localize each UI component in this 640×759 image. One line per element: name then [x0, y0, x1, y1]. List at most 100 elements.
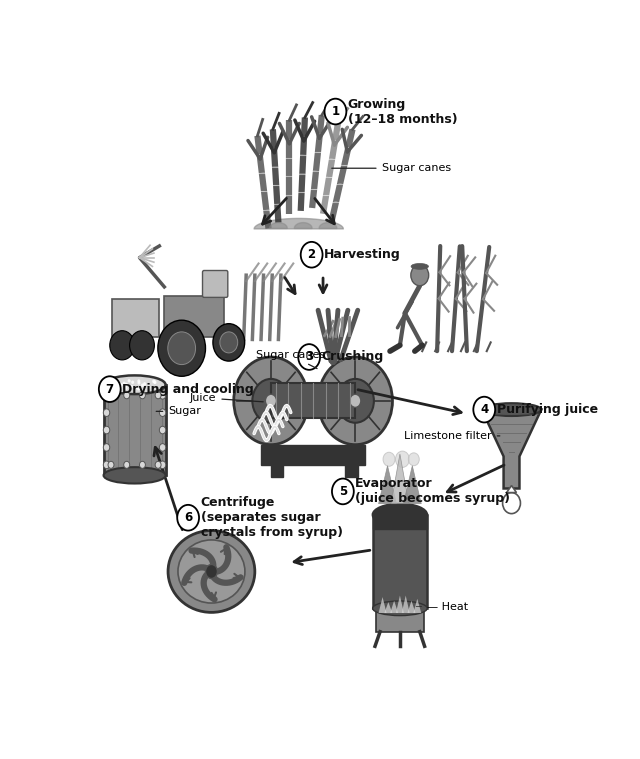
- Circle shape: [127, 379, 131, 383]
- Polygon shape: [319, 222, 337, 228]
- Polygon shape: [390, 600, 398, 613]
- Circle shape: [138, 381, 140, 385]
- Circle shape: [324, 99, 346, 124]
- Polygon shape: [402, 596, 410, 613]
- Circle shape: [147, 386, 150, 389]
- Circle shape: [408, 453, 419, 466]
- Circle shape: [103, 392, 110, 399]
- Circle shape: [130, 385, 133, 389]
- FancyBboxPatch shape: [104, 385, 166, 475]
- Circle shape: [135, 386, 138, 389]
- Circle shape: [154, 380, 156, 384]
- Circle shape: [129, 331, 154, 360]
- Circle shape: [108, 392, 114, 398]
- FancyBboxPatch shape: [376, 608, 424, 631]
- Circle shape: [396, 451, 410, 468]
- Circle shape: [123, 382, 125, 385]
- Text: Drying and cooling: Drying and cooling: [122, 383, 254, 395]
- Circle shape: [140, 461, 145, 468]
- Circle shape: [155, 461, 161, 468]
- Polygon shape: [294, 222, 312, 228]
- Circle shape: [383, 452, 395, 466]
- Text: — Heat: — Heat: [416, 602, 468, 612]
- Polygon shape: [507, 486, 516, 493]
- Circle shape: [124, 392, 130, 398]
- Text: Juice: Juice: [190, 393, 263, 403]
- Circle shape: [110, 331, 134, 360]
- Circle shape: [159, 444, 166, 452]
- Polygon shape: [482, 410, 541, 489]
- Circle shape: [141, 383, 144, 387]
- Text: Growing
(12–18 months): Growing (12–18 months): [348, 98, 458, 125]
- Circle shape: [159, 392, 166, 399]
- Polygon shape: [408, 600, 415, 613]
- Circle shape: [332, 479, 354, 504]
- Circle shape: [140, 392, 145, 398]
- Polygon shape: [385, 602, 392, 613]
- Ellipse shape: [104, 376, 166, 394]
- Circle shape: [103, 444, 110, 452]
- Circle shape: [337, 379, 374, 423]
- FancyBboxPatch shape: [164, 296, 224, 336]
- FancyBboxPatch shape: [271, 383, 355, 418]
- FancyBboxPatch shape: [372, 515, 428, 608]
- Circle shape: [318, 357, 392, 445]
- Circle shape: [99, 376, 121, 402]
- Ellipse shape: [104, 467, 166, 483]
- Circle shape: [120, 383, 123, 386]
- Circle shape: [159, 427, 166, 434]
- Circle shape: [108, 461, 114, 468]
- Circle shape: [154, 380, 156, 384]
- Circle shape: [143, 382, 146, 386]
- FancyBboxPatch shape: [372, 515, 428, 530]
- Polygon shape: [396, 596, 404, 613]
- Circle shape: [298, 344, 320, 370]
- Text: Sugar canes: Sugar canes: [332, 163, 451, 173]
- Circle shape: [213, 323, 244, 361]
- Ellipse shape: [482, 403, 541, 416]
- Text: Sugar: Sugar: [156, 406, 201, 417]
- Text: 6: 6: [184, 512, 192, 524]
- Circle shape: [155, 392, 161, 398]
- Text: Crushing: Crushing: [321, 351, 384, 364]
- Circle shape: [115, 386, 118, 389]
- Text: 5: 5: [339, 485, 347, 498]
- Circle shape: [114, 379, 117, 383]
- Circle shape: [119, 386, 122, 389]
- Circle shape: [168, 332, 196, 364]
- Circle shape: [112, 379, 115, 383]
- Circle shape: [118, 386, 121, 389]
- FancyBboxPatch shape: [112, 298, 159, 336]
- Circle shape: [159, 409, 166, 417]
- Circle shape: [138, 380, 140, 383]
- Circle shape: [301, 242, 323, 268]
- FancyBboxPatch shape: [202, 270, 228, 298]
- Polygon shape: [269, 222, 287, 228]
- FancyBboxPatch shape: [261, 445, 365, 465]
- Ellipse shape: [372, 601, 428, 616]
- Text: 7: 7: [106, 383, 114, 395]
- Ellipse shape: [372, 504, 428, 526]
- FancyBboxPatch shape: [271, 465, 284, 477]
- Circle shape: [266, 394, 276, 408]
- Ellipse shape: [168, 531, 255, 613]
- Text: Sugar canes: Sugar canes: [256, 350, 325, 369]
- Ellipse shape: [178, 540, 245, 603]
- Circle shape: [349, 394, 361, 408]
- Circle shape: [125, 383, 127, 386]
- Circle shape: [474, 397, 495, 423]
- Text: Centrifuge
(separates sugar
crystals from syrup): Centrifuge (separates sugar crystals fro…: [200, 496, 342, 539]
- FancyBboxPatch shape: [346, 465, 358, 477]
- Circle shape: [124, 461, 130, 468]
- Ellipse shape: [411, 263, 428, 269]
- Polygon shape: [403, 466, 421, 504]
- Polygon shape: [379, 466, 396, 504]
- Polygon shape: [391, 454, 409, 504]
- Circle shape: [152, 380, 155, 383]
- Circle shape: [116, 383, 120, 386]
- Circle shape: [113, 385, 116, 388]
- Circle shape: [502, 493, 520, 514]
- Circle shape: [114, 380, 117, 383]
- Circle shape: [177, 505, 199, 531]
- Text: Limestone filter: Limestone filter: [404, 431, 500, 441]
